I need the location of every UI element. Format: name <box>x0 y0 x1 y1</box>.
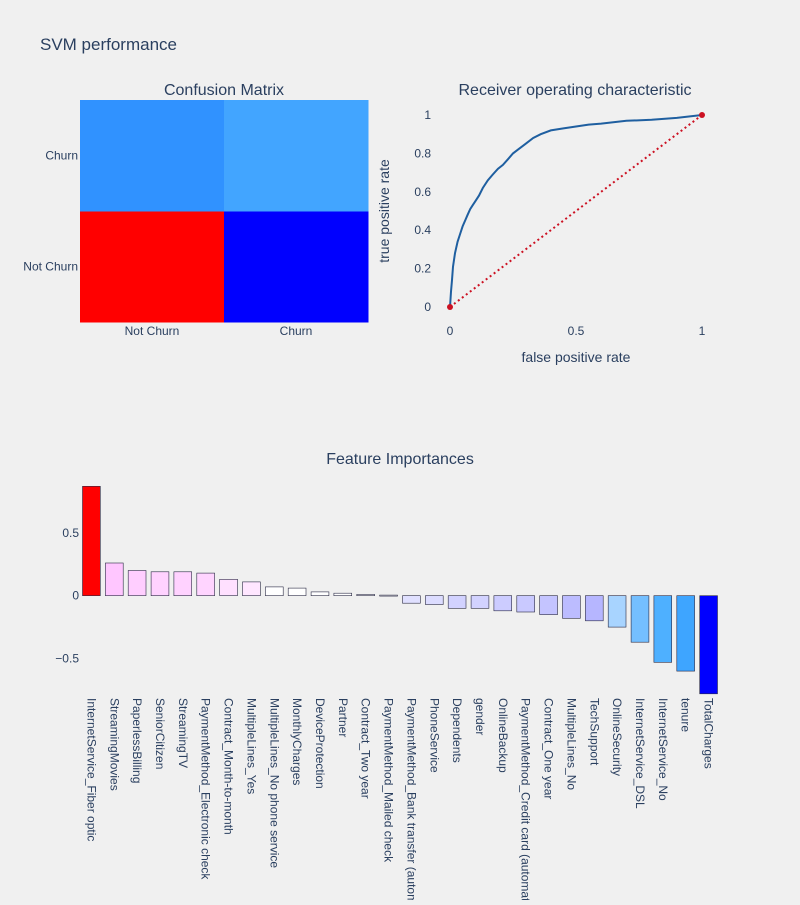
fi-x-tick-label: InternetService_Fiber optic <box>84 698 98 841</box>
fi-x-tick-label: OnlineSecurity <box>610 698 624 776</box>
fi-x-tick-label: Partner <box>336 698 350 737</box>
fi-bar-gender <box>470 595 490 609</box>
fi-x-tick-label: gender <box>473 698 487 735</box>
fi-x-tick-label: OnlineBackup <box>496 698 510 773</box>
fi-bar-paymentmethod-bank-transfer-automatic <box>402 595 421 604</box>
fi-bar-onlinesecurity <box>607 595 627 628</box>
fi-bar-paymentmethod-electronic-check <box>196 572 215 596</box>
fi-bar-streamingtv <box>173 571 192 596</box>
figure-title: SVM performance <box>40 35 177 54</box>
feature-importances-plot: 0.5 0 −0.5 InternetService_Fiber optic Strea… <box>55 485 718 905</box>
roc-x-tick-label: 1 <box>699 324 706 338</box>
fi-bar-paperlessbilling <box>127 570 147 596</box>
fi-x-tick-label: PaymentMethod_Electronic check <box>199 698 213 880</box>
fi-bar-monthlycharges <box>287 587 307 596</box>
fi-x-tick-label: InternetService_DSL <box>633 698 647 809</box>
cm-y-tick-label: Not Churn <box>23 260 78 274</box>
fi-bar-multiplelines-no <box>562 595 581 619</box>
fi-x-tick-label: tenure <box>679 698 693 732</box>
fi-bar-contract-one-year <box>539 595 558 615</box>
roc-chance-point <box>699 112 705 118</box>
fi-bar-multiplelines-yes <box>242 581 261 597</box>
roc-y-axis-title: true positive rate <box>376 159 392 263</box>
fi-x-tick-label: MultipleLines_No <box>564 698 578 790</box>
fi-x-tick-label: DeviceProtection <box>313 698 327 789</box>
fi-x-tick-label: TechSupport <box>587 698 601 766</box>
fi-bar-totalcharges <box>699 595 718 695</box>
fi-bar-phoneservice <box>425 595 444 605</box>
roc-y-tick-label: 0.2 <box>414 262 431 276</box>
fi-x-tick-label: Contract_One year <box>542 698 556 799</box>
fi-bar-dependents <box>447 595 467 609</box>
fi-bar-internetservice-dsl <box>630 595 650 643</box>
fi-bar-paymentmethod-credit-card-automatic <box>516 595 535 613</box>
roc-curve-line <box>449 114 703 308</box>
roc-chance-point <box>447 304 453 310</box>
fi-y-tick-label: 0 <box>72 589 79 603</box>
fi-bar-onlinebackup <box>493 595 512 612</box>
fi-bar-partner <box>333 592 352 597</box>
fi-x-tick-label: MultipleLines_No phone service <box>267 698 281 868</box>
cm-cell-churn-churn <box>224 100 369 212</box>
fi-y-tick-label: 0.5 <box>62 526 79 540</box>
cm-y-tick-label: Churn <box>45 149 78 163</box>
fi-bar-paymentmethod-mailed-check <box>379 594 398 597</box>
roc-x-axis-title: false positive rate <box>522 349 631 365</box>
cm-x-tick-label: Not Churn <box>125 324 180 338</box>
fi-bar-contract-month-to-month <box>219 578 238 596</box>
fi-x-tick-label: InternetService_No <box>656 698 670 801</box>
roc-y-tick-label: 1 <box>424 108 431 122</box>
fi-x-tick-label: StreamingTV <box>176 698 190 768</box>
roc-title: Receiver operating characteristic <box>459 82 692 99</box>
fi-x-tick-label: PaymentMethod_Mailed check <box>382 698 396 863</box>
fi-bar-techsupport <box>585 595 604 622</box>
confusion-matrix-title: Confusion Matrix <box>164 82 284 99</box>
fi-x-tick-label: StreamingMovies <box>107 698 121 791</box>
fi-bar-contract-two-year <box>356 594 375 597</box>
fi-x-tick-label: PhoneService <box>427 698 441 773</box>
fi-bar-internetservice-fiber-optic <box>82 485 101 596</box>
fi-x-tick-label: Dependents <box>450 698 464 763</box>
cm-cell-not-churn-not-churn <box>80 211 225 323</box>
fi-bar-tenure <box>676 595 695 672</box>
roc-y-tick-label: 0.6 <box>414 185 431 199</box>
fi-bar-seniorcitizen <box>150 571 170 596</box>
roc-plot: 0 0.2 0.4 0.6 0.8 1 0 0.5 1 <box>414 108 705 338</box>
cm-cell-not-churn-churn <box>224 211 369 323</box>
fi-bar-internetservice-no <box>653 595 673 663</box>
fi-x-tick-label: MultipleLines_Yes <box>244 698 258 794</box>
roc-y-tick-label: 0.4 <box>414 223 431 237</box>
roc-chance-line <box>449 114 703 308</box>
fi-x-tick-label: Contract_Two year <box>359 698 373 799</box>
fi-bar-multiplelines-no-phone-service <box>265 586 284 597</box>
roc-x-tick-label: 0.5 <box>568 324 585 338</box>
fi-x-tick-label: SeniorCitizen <box>153 698 167 769</box>
fi-x-tick-label: PaymentMethod_Bank transfer (automatic) <box>404 698 418 900</box>
roc-x-tick-label: 0 <box>447 324 454 338</box>
roc-y-tick-label: 0 <box>424 300 431 314</box>
cm-cell-churn-not-churn <box>80 100 225 212</box>
cm-x-tick-label: Churn <box>280 324 313 338</box>
fi-bar-deviceprotection <box>310 591 330 597</box>
fi-x-tick-label: PaperlessBilling <box>130 698 144 783</box>
fi-x-tick-label: MonthlyCharges <box>290 698 304 785</box>
confusion-matrix-cells <box>80 100 369 323</box>
fi-bar-streamingmovies <box>105 562 124 597</box>
confusion-matrix-labels: Not Churn Churn Not Churn Churn <box>23 149 312 339</box>
fi-x-tick-label: TotalCharges <box>702 698 716 769</box>
feature-importances-title: Feature Importances <box>326 451 474 468</box>
fi-x-tick-label: Contract_Month-to-month <box>222 698 236 835</box>
fi-y-tick-label: −0.5 <box>55 652 79 666</box>
roc-y-tick-label: 0.8 <box>414 146 431 160</box>
fi-x-tick-label: PaymentMethod_Credit card (automatic) <box>519 698 533 900</box>
